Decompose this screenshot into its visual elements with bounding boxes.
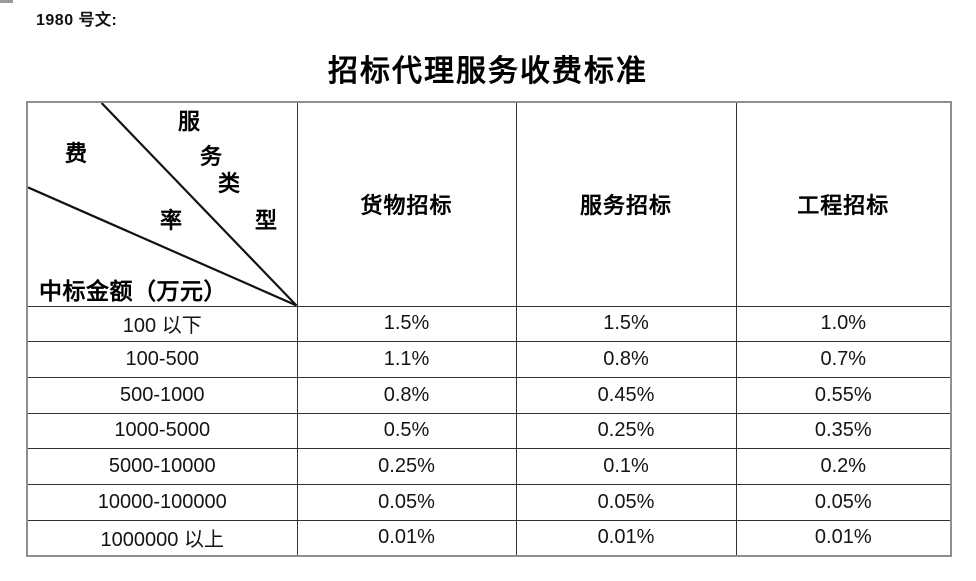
corner-label-service-type-char: 型 <box>255 208 278 233</box>
page-title: 招标代理服务收费标准 <box>328 55 648 88</box>
table-row: 1000-5000 0.5% 0.25% 0.35% <box>26 412 952 450</box>
rate-cell: 0.01% <box>735 519 952 557</box>
table-row: 5000-10000 0.25% 0.1% 0.2% <box>26 448 952 485</box>
rate-cell: 0.01% <box>296 519 517 557</box>
amount-range-cell: 1000000 以上 <box>26 519 298 557</box>
column-header-works: 工程招标 <box>735 101 952 307</box>
amount-range-cell: 500-1000 <box>26 376 298 414</box>
rate-cell: 0.1% <box>515 448 737 485</box>
diagonal-corner-content: 服 务 类 型 费 率 中标金额（万元） <box>28 103 297 306</box>
rate-cell: 0.05% <box>296 483 517 521</box>
corner-label-service-type-char: 服 <box>178 109 201 134</box>
rate-cell: 0.05% <box>515 483 737 521</box>
corner-label-fee-rate-char: 费 <box>65 141 88 166</box>
corner-label-service-type-char: 类 <box>218 171 241 196</box>
rate-cell: 1.1% <box>296 341 517 378</box>
table-row: 1000000 以上 0.01% 0.01% 0.01% <box>26 519 952 557</box>
rate-cell: 0.45% <box>515 376 737 414</box>
table-row: 100-500 1.1% 0.8% 0.7% <box>26 341 952 378</box>
rate-cell: 1.5% <box>296 305 517 343</box>
table-header-row: 服 务 类 型 费 率 中标金额（万元） 货物招标 服务招标 工程招标 <box>26 101 952 307</box>
rate-cell: 1.5% <box>515 305 737 343</box>
amount-range-cell: 100-500 <box>26 341 298 378</box>
amount-range-cell: 100 以下 <box>26 305 298 343</box>
rate-cell: 0.25% <box>296 448 517 485</box>
column-header-services: 服务招标 <box>515 101 737 307</box>
rate-cell: 0.05% <box>735 483 952 521</box>
amount-range-cell: 10000-100000 <box>26 483 298 521</box>
doc-number: 1980 号文: <box>36 12 118 29</box>
rate-cell: 0.55% <box>735 376 952 414</box>
rate-cell: 0.25% <box>515 412 737 450</box>
rate-cell: 0.01% <box>515 519 737 557</box>
rate-cell: 1.0% <box>735 305 952 343</box>
screen-edge-artifact <box>0 0 13 3</box>
rate-cell: 0.8% <box>296 376 517 414</box>
rate-cell: 0.5% <box>296 412 517 450</box>
amount-range-cell: 1000-5000 <box>26 412 298 450</box>
table-row: 10000-100000 0.05% 0.05% 0.05% <box>26 483 952 521</box>
fee-table: 服 务 类 型 费 率 中标金额（万元） 货物招标 服务招标 工程招标 100 … <box>26 101 952 557</box>
rate-cell: 0.8% <box>515 341 737 378</box>
rate-cell: 0.7% <box>735 341 952 378</box>
diagonal-corner-cell: 服 务 类 型 费 率 中标金额（万元） <box>26 101 298 307</box>
corner-label-fee-rate-char: 率 <box>160 208 183 233</box>
corner-label-service-type-char: 务 <box>200 144 223 169</box>
rate-cell: 0.35% <box>735 412 952 450</box>
diagonal-divider-icon <box>28 103 297 306</box>
table-row: 500-1000 0.8% 0.45% 0.55% <box>26 376 952 414</box>
rate-cell: 0.2% <box>735 448 952 485</box>
corner-amount-axis-label: 中标金额（万元） <box>39 279 227 304</box>
amount-range-cell: 5000-10000 <box>26 448 298 485</box>
table-row: 100 以下 1.5% 1.5% 1.0% <box>26 305 952 343</box>
column-header-goods: 货物招标 <box>296 101 517 307</box>
